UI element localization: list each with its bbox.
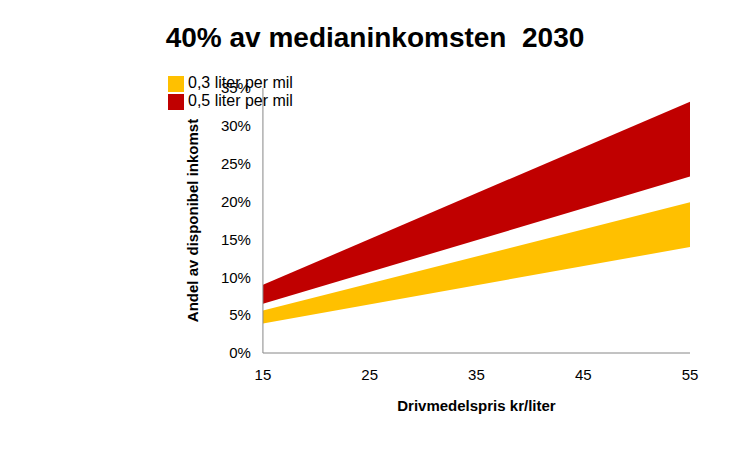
svg-text:35: 35 <box>468 366 485 383</box>
svg-text:15%: 15% <box>221 231 251 248</box>
svg-text:10%: 10% <box>221 269 251 286</box>
svg-text:30%: 30% <box>221 117 251 134</box>
svg-text:20%: 20% <box>221 193 251 210</box>
svg-text:5%: 5% <box>229 306 251 323</box>
svg-text:35%: 35% <box>221 79 251 96</box>
svg-text:0%: 0% <box>229 344 251 361</box>
svg-text:45: 45 <box>575 366 592 383</box>
svg-text:15: 15 <box>255 366 272 383</box>
svg-text:25%: 25% <box>221 155 251 172</box>
svg-text:Drivmedelspris kr/liter: Drivmedelspris kr/liter <box>397 397 556 414</box>
svg-text:Andel av disponibel inkomst: Andel av disponibel inkomst <box>184 119 201 322</box>
svg-text:55: 55 <box>682 366 699 383</box>
svg-text:25: 25 <box>361 366 378 383</box>
